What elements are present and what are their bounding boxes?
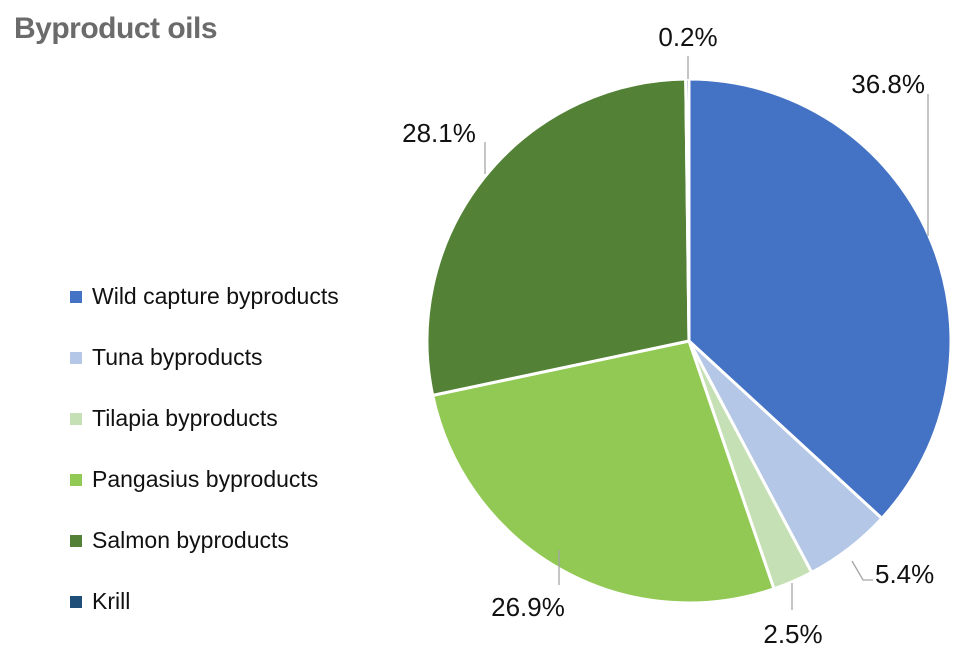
legend-label-salmon: Salmon byproducts (92, 527, 289, 553)
legend-item-krill: Krill (70, 571, 339, 632)
legend-item-wild-capture: Wild capture byproducts (70, 266, 339, 327)
legend-label-krill: Krill (92, 588, 131, 614)
data-label-wild-capture: 36.8% (851, 69, 925, 99)
pie-slice-pangasius (430, 339, 776, 605)
pie-slice-krill (684, 77, 691, 342)
legend-label-pangasius: Pangasius byproducts (92, 466, 319, 492)
pie-slice-wild-capture (687, 77, 953, 521)
data-label-tilapia: 2.5% (763, 619, 822, 649)
legend-item-tuna: Tuna byproducts (70, 327, 339, 388)
legend-swatch-tilapia (70, 412, 82, 425)
chart-title: Byproduct oils (14, 12, 218, 45)
legend: Wild capture byproducts Tuna byproducts … (70, 266, 339, 632)
leader-line-tuna (851, 560, 873, 581)
data-label-pangasius: 26.9% (491, 592, 565, 622)
pie-slice-salmon (425, 77, 691, 398)
legend-item-salmon: Salmon byproducts (70, 510, 339, 571)
data-label-salmon: 28.1% (402, 118, 476, 148)
legend-swatch-tuna (70, 351, 82, 364)
legend-swatch-pangasius (70, 473, 82, 486)
legend-item-tilapia: Tilapia byproducts (70, 388, 339, 449)
legend-label-tuna: Tuna byproducts (92, 344, 263, 370)
data-label-krill: 0.2% (658, 22, 717, 52)
legend-swatch-wild-capture (70, 290, 82, 303)
legend-swatch-krill (70, 595, 82, 608)
legend-label-tilapia: Tilapia byproducts (92, 405, 278, 431)
data-label-tuna: 5.4% (875, 559, 934, 589)
legend-label-wild-capture: Wild capture byproducts (92, 283, 339, 309)
legend-item-pangasius: Pangasius byproducts (70, 449, 339, 510)
legend-swatch-salmon (70, 534, 82, 547)
